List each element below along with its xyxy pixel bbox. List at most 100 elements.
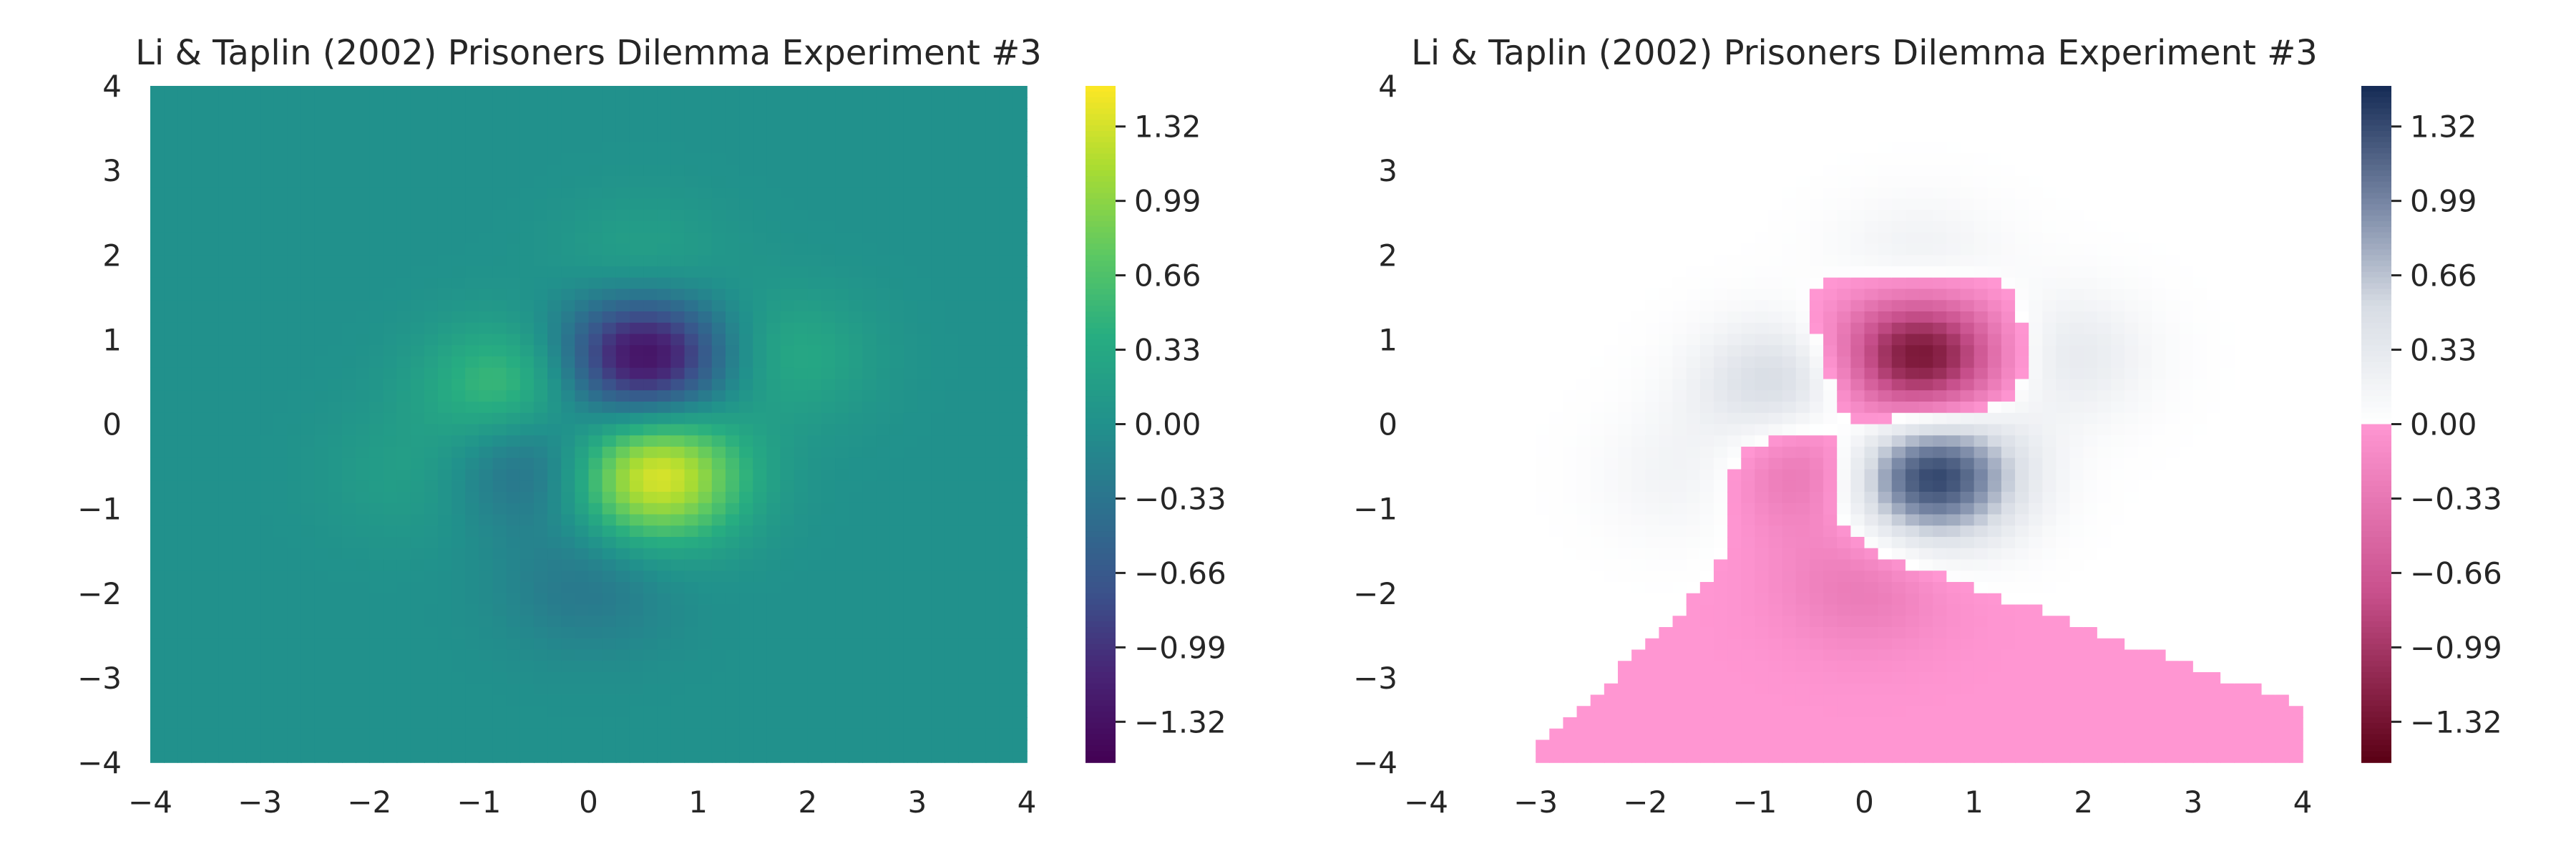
heatmap-cell — [698, 514, 713, 527]
colorbar-segment — [1085, 447, 1116, 453]
heatmap-cell — [437, 638, 452, 651]
heatmap-cell — [1576, 277, 1591, 290]
heatmap-cell — [1590, 627, 1605, 639]
heatmap-cell — [437, 277, 452, 290]
heatmap-cell — [341, 356, 356, 369]
colorbar-segment — [1085, 351, 1116, 357]
heatmap-cell — [1631, 672, 1646, 684]
heatmap-cell — [273, 706, 288, 718]
heatmap-cell — [753, 232, 768, 245]
heatmap-cell — [753, 176, 768, 188]
heatmap-cell — [314, 334, 329, 346]
heatmap-cell — [437, 402, 452, 414]
y-tick-label: −2 — [77, 576, 122, 611]
heatmap-cell — [1617, 447, 1632, 459]
heatmap-cell — [218, 277, 233, 290]
heatmap-cell — [1467, 469, 1482, 482]
heatmap-cell — [739, 311, 753, 324]
heatmap-cell — [1013, 649, 1028, 662]
heatmap-cell — [684, 165, 699, 177]
heatmap-cell — [273, 559, 288, 572]
heatmap-cell — [1426, 221, 1440, 233]
heatmap-cell — [383, 243, 398, 256]
colorbar-segment — [1085, 706, 1116, 712]
heatmap-cell — [1604, 661, 1619, 673]
heatmap-cell — [615, 492, 630, 504]
colorbar-segment — [1085, 492, 1116, 498]
heatmap-cell — [807, 525, 822, 538]
colorbar-segment — [1085, 683, 1116, 690]
heatmap-cell — [985, 153, 1000, 166]
heatmap-cell — [369, 86, 384, 98]
heatmap-cell — [931, 480, 945, 492]
heatmap-cell — [561, 739, 576, 752]
heatmap-cell — [588, 232, 603, 245]
heatmap-cell — [739, 288, 753, 301]
heatmap-cell — [287, 525, 302, 538]
heatmap-cell — [1617, 548, 1632, 560]
heatmap-cell — [643, 503, 658, 515]
heatmap-cell — [341, 559, 356, 572]
heatmap-cell — [711, 492, 726, 504]
heatmap-cell — [615, 649, 630, 662]
heatmap-cell — [931, 447, 945, 459]
heatmap-cell — [917, 334, 932, 346]
heatmap-cell — [862, 525, 877, 538]
heatmap-cell — [301, 582, 316, 594]
heatmap-cell — [862, 165, 877, 177]
heatmap-cell — [985, 187, 1000, 200]
heatmap-cell — [533, 255, 548, 267]
heatmap-cell — [287, 435, 302, 447]
heatmap-cell — [260, 627, 275, 639]
heatmap-cell — [643, 345, 658, 357]
heatmap-cell — [889, 751, 904, 763]
heatmap-cell — [794, 593, 809, 606]
heatmap-cell — [958, 356, 973, 369]
heatmap-cell — [1480, 480, 1496, 492]
heatmap-cell — [615, 672, 630, 684]
heatmap-cell — [369, 334, 384, 346]
heatmap-cell — [260, 176, 275, 188]
heatmap-cell — [821, 559, 836, 572]
heatmap-cell — [862, 86, 877, 98]
heatmap-cell — [711, 717, 726, 729]
heatmap-cell — [164, 356, 179, 369]
heatmap-cell — [985, 480, 1000, 492]
heatmap-cell — [849, 86, 864, 98]
heatmap-cell — [1576, 593, 1591, 606]
heatmap-cell — [1440, 255, 1455, 267]
heatmap-cell — [780, 739, 795, 752]
heatmap-cell — [862, 153, 877, 166]
heatmap-cell — [807, 322, 822, 335]
heatmap-cell — [725, 300, 740, 312]
heatmap-cell — [862, 739, 877, 752]
heatmap-cell — [218, 266, 233, 278]
heatmap-cell — [862, 176, 877, 188]
heatmap-cell — [1536, 694, 1551, 707]
heatmap-cell — [1440, 176, 1455, 188]
heatmap-cell — [1549, 300, 1564, 312]
heatmap-cell — [876, 412, 891, 425]
heatmap-cell — [972, 582, 987, 594]
heatmap-cell — [341, 525, 356, 538]
heatmap-cell — [561, 457, 576, 470]
heatmap-cell — [479, 300, 494, 312]
heatmap-cell — [1467, 210, 1482, 222]
heatmap-cell — [465, 322, 480, 335]
heatmap-cell — [1536, 86, 1551, 98]
heatmap-cell — [876, 266, 891, 278]
heatmap-cell — [602, 277, 617, 290]
heatmap-cell — [945, 514, 960, 527]
heatmap-cell — [670, 198, 686, 211]
heatmap-cell — [506, 311, 521, 324]
heatmap-cell — [1453, 582, 1468, 594]
heatmap-cell — [1549, 311, 1564, 324]
heatmap-cell — [1576, 672, 1591, 684]
heatmap-cell — [999, 266, 1014, 278]
heatmap-cell — [766, 706, 781, 718]
heatmap-cell — [245, 322, 260, 335]
heatmap-cell — [341, 469, 356, 482]
heatmap-cell — [341, 311, 356, 324]
heatmap-cell — [615, 638, 630, 651]
heatmap-cell — [739, 390, 753, 402]
